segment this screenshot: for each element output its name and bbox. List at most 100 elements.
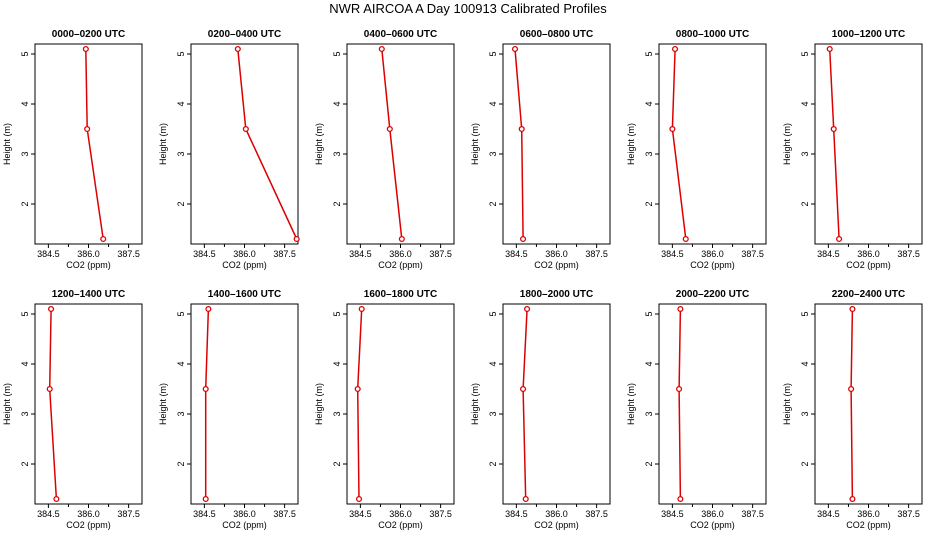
x-tick-label: 387.5 bbox=[429, 509, 452, 519]
co2-data-point bbox=[100, 235, 107, 243]
y-tick-label: 5 bbox=[488, 311, 498, 316]
x-tick-label: 386.0 bbox=[389, 509, 412, 519]
y-tick-label: 2 bbox=[488, 461, 498, 466]
plot-frame bbox=[814, 303, 923, 505]
co2-data-point bbox=[84, 125, 91, 133]
x-tick-label: 386.0 bbox=[233, 509, 256, 519]
x-tick-label: 384.5 bbox=[37, 249, 60, 259]
y-tick-label: 5 bbox=[332, 311, 342, 316]
y-tick-label: 4 bbox=[644, 361, 654, 366]
plot-frame bbox=[346, 43, 455, 245]
profile-panel: 0800–1000 UTC 384.5 386.0 387.5 2 3 4 5 CO2 (ppm… bbox=[626, 29, 767, 270]
y-tick-label: 5 bbox=[20, 51, 30, 56]
x-tick-label: 384.5 bbox=[505, 509, 528, 519]
panel-title: 1600–1800 UTC bbox=[364, 289, 437, 300]
co2-profile-line bbox=[85, 48, 104, 240]
y-axis-label: Height (m) bbox=[158, 383, 168, 425]
x-tick-label: 386.0 bbox=[389, 249, 412, 259]
x-tick-label: 386.0 bbox=[857, 509, 880, 519]
y-axis-label: Height (m) bbox=[2, 123, 12, 165]
x-tick-label: 384.5 bbox=[661, 509, 684, 519]
co2-data-point bbox=[82, 45, 89, 53]
panel-title: 0600–0800 UTC bbox=[520, 29, 593, 40]
plot-frame bbox=[658, 303, 767, 505]
y-tick-label: 5 bbox=[332, 51, 342, 56]
x-tick-label: 387.5 bbox=[897, 509, 920, 519]
y-tick-label: 5 bbox=[644, 51, 654, 56]
y-tick-label: 2 bbox=[176, 201, 186, 206]
y-axis-label: Height (m) bbox=[470, 123, 480, 165]
profile-panel: 1400–1600 UTC 384.5 386.0 387.5 2 3 4 5 CO2 (ppm… bbox=[158, 289, 299, 530]
y-tick-label: 5 bbox=[800, 311, 810, 316]
profile-panel: 1200–1400 UTC 384.5 386.0 387.5 2 3 4 5 CO2 (ppm… bbox=[2, 289, 143, 530]
profile-panel: 2200–2400 UTC 384.5 386.0 387.5 2 3 4 5 CO2 (ppm… bbox=[782, 289, 923, 530]
x-tick-label: 386.0 bbox=[545, 249, 568, 259]
co2-data-point bbox=[46, 385, 53, 393]
panel-title: 0800–1000 UTC bbox=[676, 29, 749, 40]
x-tick-label: 386.0 bbox=[77, 509, 100, 519]
y-tick-label: 4 bbox=[20, 101, 30, 106]
co2-profile-line bbox=[522, 308, 528, 500]
x-tick-label: 386.0 bbox=[77, 249, 100, 259]
co2-data-point bbox=[53, 495, 60, 503]
chart-title: NWR AIRCOA A Day 100913 Calibrated Profi… bbox=[329, 1, 607, 16]
y-tick-label: 3 bbox=[800, 411, 810, 416]
panel-title: 1400–1600 UTC bbox=[208, 289, 281, 300]
y-tick-label: 2 bbox=[20, 461, 30, 466]
plot-frame bbox=[502, 43, 611, 245]
panel-title: 0000–0200 UTC bbox=[52, 29, 125, 40]
co2-data-point bbox=[234, 45, 241, 53]
y-tick-label: 2 bbox=[644, 201, 654, 206]
x-tick-label: 384.5 bbox=[817, 509, 840, 519]
x-tick-label: 387.5 bbox=[585, 509, 608, 519]
x-tick-label: 387.5 bbox=[741, 509, 764, 519]
plot-frame bbox=[190, 43, 299, 245]
y-tick-label: 3 bbox=[800, 151, 810, 156]
co2-data-point bbox=[378, 45, 385, 53]
x-tick-label: 387.5 bbox=[273, 509, 296, 519]
x-tick-label: 386.0 bbox=[857, 249, 880, 259]
co2-data-point bbox=[682, 235, 689, 243]
y-axis-label: Height (m) bbox=[782, 383, 792, 425]
co2-data-point bbox=[202, 495, 209, 503]
x-tick-label: 384.5 bbox=[349, 509, 372, 519]
plot-frame bbox=[346, 303, 455, 505]
y-tick-label: 5 bbox=[488, 51, 498, 56]
y-axis-label: Height (m) bbox=[626, 123, 636, 165]
y-tick-label: 4 bbox=[20, 361, 30, 366]
panel-title: 2000–2200 UTC bbox=[676, 289, 749, 300]
co2-data-point bbox=[830, 125, 837, 133]
y-tick-label: 5 bbox=[644, 311, 654, 316]
profile-panel: 0000–0200 UTC 384.5 386.0 387.5 2 3 4 5 CO2 (ppm… bbox=[2, 29, 143, 270]
profile-panel: 1600–1800 UTC 384.5 386.0 387.5 2 3 4 5 CO2 (ppm… bbox=[314, 289, 455, 530]
x-axis-label: CO2 (ppm) bbox=[534, 260, 579, 270]
y-tick-label: 2 bbox=[20, 201, 30, 206]
co2-data-point bbox=[849, 495, 856, 503]
y-tick-label: 2 bbox=[488, 201, 498, 206]
x-tick-label: 386.0 bbox=[233, 249, 256, 259]
x-tick-label: 386.0 bbox=[701, 509, 724, 519]
y-tick-label: 2 bbox=[332, 461, 342, 466]
panel-title: 0400–0600 UTC bbox=[364, 29, 437, 40]
panel-title: 2200–2400 UTC bbox=[832, 289, 905, 300]
co2-data-point bbox=[47, 305, 55, 313]
x-axis-label: CO2 (ppm) bbox=[534, 520, 579, 530]
y-tick-label: 4 bbox=[800, 101, 810, 106]
co2-data-point bbox=[522, 495, 529, 503]
co2-data-point bbox=[242, 125, 249, 133]
co2-profile-line bbox=[514, 48, 524, 240]
x-axis-label: CO2 (ppm) bbox=[66, 260, 111, 270]
panel-title: 1200–1400 UTC bbox=[52, 289, 125, 300]
y-axis-label: Height (m) bbox=[158, 123, 168, 165]
x-tick-label: 387.5 bbox=[117, 249, 140, 259]
y-tick-label: 4 bbox=[176, 361, 186, 366]
x-axis-label: CO2 (ppm) bbox=[846, 260, 891, 270]
y-tick-label: 2 bbox=[644, 461, 654, 466]
co2-profile-line bbox=[850, 308, 854, 500]
y-tick-label: 3 bbox=[20, 411, 30, 416]
y-tick-label: 4 bbox=[488, 101, 498, 106]
y-tick-label: 5 bbox=[176, 51, 186, 56]
co2-data-point bbox=[518, 125, 525, 133]
co2-data-point bbox=[202, 385, 209, 393]
profile-panel: 1800–2000 UTC 384.5 386.0 387.5 2 3 4 5 CO2 (ppm… bbox=[470, 289, 611, 530]
